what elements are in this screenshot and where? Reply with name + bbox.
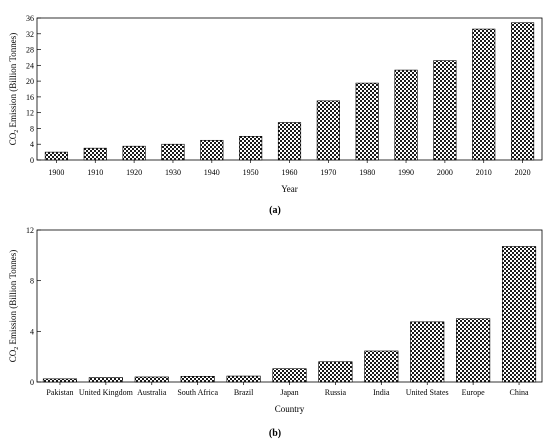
bar xyxy=(472,28,496,161)
bar xyxy=(83,147,107,161)
x-tick-label: 1930 xyxy=(165,168,181,177)
bar xyxy=(180,375,215,383)
bar xyxy=(456,318,491,383)
panel-caption: (a) xyxy=(269,205,281,216)
x-tick-label: 2010 xyxy=(476,168,492,177)
x-tick-label: Russia xyxy=(325,388,347,397)
bar xyxy=(122,145,146,161)
x-tick-label: Brazil xyxy=(234,388,254,397)
x-tick-label: 2000 xyxy=(437,168,453,177)
y-tick-label: 28 xyxy=(26,46,34,55)
bar xyxy=(44,151,68,161)
panel-caption: (b) xyxy=(269,428,281,439)
x-tick-label: Pakistan xyxy=(46,388,73,397)
x-tick-label: 1950 xyxy=(243,168,259,177)
x-axis-title: Country xyxy=(275,404,305,414)
x-tick-label: 1980 xyxy=(359,168,375,177)
y-tick-label: 16 xyxy=(26,93,34,102)
y-tick-label: 4 xyxy=(30,327,34,336)
x-tick-label: United Kingdom xyxy=(79,388,134,397)
y-tick-label: 0 xyxy=(30,156,34,165)
x-axis-title: Year xyxy=(281,184,298,194)
bar xyxy=(511,22,535,161)
bar xyxy=(88,377,123,383)
bar-series xyxy=(42,246,537,383)
bar xyxy=(42,378,78,383)
bar xyxy=(161,143,185,161)
bar xyxy=(316,100,340,161)
y-axis: 0 4 8 12 16 20 24 28 32 36 xyxy=(26,14,41,165)
x-axis: 1900 1910 1920 1930 1940 1950 1960 1970 1980 1990… xyxy=(48,160,531,177)
x-tick-label: Europe xyxy=(462,388,486,397)
chart-panel-b: 0 4 8 12 Pakistan United Kingdom Australia Sou… xyxy=(8,226,543,439)
bar xyxy=(410,321,445,383)
y-axis: 0 4 8 12 xyxy=(26,226,41,387)
x-tick-label: 1940 xyxy=(204,168,220,177)
x-tick-label: 1920 xyxy=(126,168,142,177)
bar xyxy=(134,376,169,383)
bar xyxy=(318,361,353,383)
y-tick-label: 4 xyxy=(30,140,34,149)
x-tick-label: 1960 xyxy=(282,168,298,177)
x-tick-label: Australia xyxy=(137,388,167,397)
x-tick-label: China xyxy=(509,388,529,397)
bar xyxy=(355,82,379,161)
x-tick-label: 1900 xyxy=(48,168,64,177)
y-tick-label: 36 xyxy=(26,14,34,23)
y-tick-label: 12 xyxy=(26,109,34,118)
bar xyxy=(433,60,457,161)
x-tick-label: Japan xyxy=(280,388,298,397)
x-tick-label: South Africa xyxy=(177,388,218,397)
y-tick-label: 12 xyxy=(26,226,34,235)
x-tick-label: 2020 xyxy=(515,168,531,177)
bar xyxy=(200,139,224,161)
bar xyxy=(226,375,261,383)
y-axis-title: CO2 Emission (Billion Tonnes) xyxy=(8,250,20,362)
bar xyxy=(501,246,537,383)
y-tick-label: 32 xyxy=(26,30,34,39)
x-axis: Pakistan United Kingdom Australia South Afr… xyxy=(46,382,529,397)
bar xyxy=(272,368,307,383)
y-tick-label: 20 xyxy=(26,77,34,86)
x-tick-label: 1910 xyxy=(87,168,103,177)
bar xyxy=(277,122,302,161)
y-axis-title: CO2 Emission (Billion Tonnes) xyxy=(8,33,20,145)
x-tick-label: 1970 xyxy=(320,168,336,177)
bar-series xyxy=(44,22,535,161)
bar xyxy=(239,136,263,161)
x-tick-label: India xyxy=(373,388,390,397)
x-tick-label: 1990 xyxy=(398,168,414,177)
bar xyxy=(394,69,418,161)
y-tick-label: 0 xyxy=(30,378,34,387)
y-tick-label: 8 xyxy=(30,124,34,133)
y-tick-label: 24 xyxy=(26,61,34,70)
bar xyxy=(364,350,399,383)
y-tick-label: 8 xyxy=(30,277,34,286)
x-tick-label: United States xyxy=(406,388,449,397)
